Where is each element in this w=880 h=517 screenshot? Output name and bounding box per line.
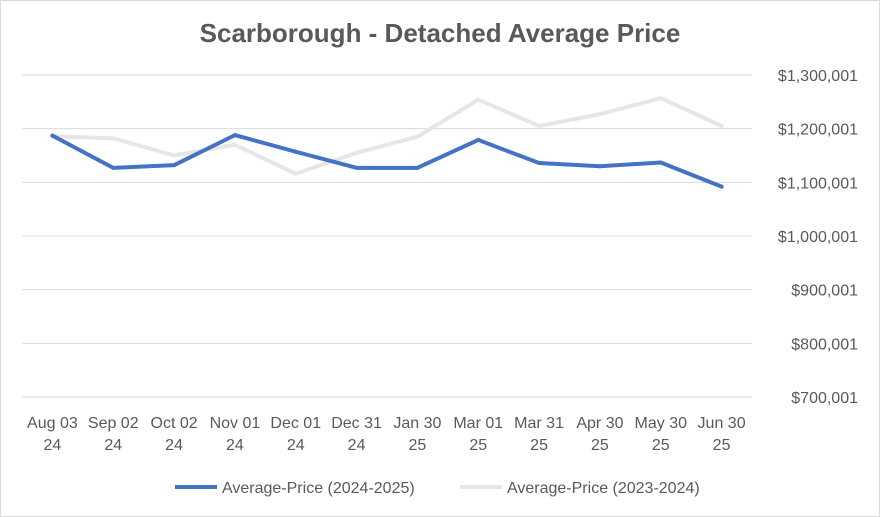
x-tick-label-year: 25 xyxy=(713,437,731,454)
x-tick-label: Oct 02 xyxy=(151,415,198,432)
data-point xyxy=(111,165,116,170)
data-point xyxy=(597,164,602,169)
x-tick-label-year: 24 xyxy=(287,437,305,454)
x-tick-label-year: 24 xyxy=(348,437,366,454)
x-tick-label: Nov 01 xyxy=(210,415,261,432)
data-point xyxy=(172,163,177,168)
data-point xyxy=(111,136,116,141)
data-point xyxy=(293,171,298,176)
series-line-0 xyxy=(50,133,724,189)
x-tick-label-year: 25 xyxy=(409,437,427,454)
data-point xyxy=(537,123,542,128)
data-point xyxy=(172,153,177,158)
x-tick-label-year: 25 xyxy=(591,437,609,454)
data-point xyxy=(50,133,55,138)
x-tick-label: Dec 31 xyxy=(331,415,382,432)
x-tick-label: Jan 30 xyxy=(393,415,441,432)
data-point xyxy=(293,149,298,154)
x-tick-label: Apr 30 xyxy=(576,415,623,432)
data-point xyxy=(476,97,481,102)
x-tick-label-year: 25 xyxy=(530,437,548,454)
legend: Average-Price (2024-2025) Average-Price (… xyxy=(175,480,700,497)
y-tick-label: $700,001 xyxy=(791,390,858,407)
x-tick-label: Aug 03 xyxy=(27,415,78,432)
x-tick-label: Dec 01 xyxy=(270,415,321,432)
x-tick-label-year: 25 xyxy=(469,437,487,454)
data-point xyxy=(658,160,663,165)
legend-label: Average-Price (2023-2024) xyxy=(507,480,700,497)
y-axis-ticks: $700,001 $800,001 $900,001 $1,000,001 $1,100… xyxy=(778,68,858,407)
gridlines xyxy=(22,74,752,398)
legend-label: Average-Price (2024-2025) xyxy=(222,480,415,497)
data-point xyxy=(537,161,542,166)
data-point xyxy=(415,165,420,170)
series-line-1 xyxy=(50,96,724,176)
x-axis-ticks: Aug 03 24 Sep 02 24 Oct 02 24 Nov 01 24 Dec 01 24… xyxy=(27,415,746,454)
data-point xyxy=(232,133,237,138)
y-tick-label: $1,300,001 xyxy=(778,68,858,85)
data-point xyxy=(415,134,420,139)
x-tick-label-year: 24 xyxy=(104,437,122,454)
data-point xyxy=(354,150,359,155)
data-point xyxy=(232,142,237,147)
x-tick-label-year: 24 xyxy=(165,437,183,454)
data-point xyxy=(354,165,359,170)
x-tick-label: Mar 31 xyxy=(514,415,564,432)
data-point xyxy=(719,184,724,189)
x-tick-label-year: 24 xyxy=(44,437,62,454)
data-point xyxy=(719,123,724,128)
x-tick-label: Mar 01 xyxy=(453,415,503,432)
x-tick-label-year: 25 xyxy=(652,437,670,454)
y-tick-label: $900,001 xyxy=(791,283,858,300)
y-tick-label: $1,200,001 xyxy=(778,122,858,139)
x-tick-label-year: 24 xyxy=(226,437,244,454)
data-point xyxy=(597,112,602,117)
y-tick-label: $800,001 xyxy=(791,336,858,353)
y-tick-label: $1,000,001 xyxy=(778,229,858,246)
series-lines xyxy=(50,96,724,189)
x-tick-label: May 30 xyxy=(635,415,688,432)
x-tick-label: Sep 02 xyxy=(88,415,139,432)
chart-title: Scarborough - Detached Average Price xyxy=(200,18,681,48)
y-tick-label: $1,100,001 xyxy=(778,175,858,192)
x-tick-label: Jun 30 xyxy=(698,415,746,432)
data-point xyxy=(658,96,663,101)
data-point xyxy=(476,137,481,142)
